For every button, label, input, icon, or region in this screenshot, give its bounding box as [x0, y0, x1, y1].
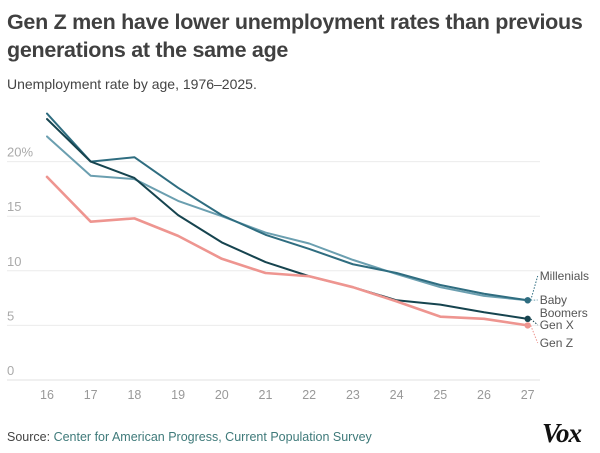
y-tick-label: 20% [7, 145, 33, 160]
y-tick-label: 10 [7, 254, 21, 269]
x-tick-label: 18 [127, 388, 141, 402]
data-point [524, 297, 531, 304]
x-tick-label: 27 [521, 388, 535, 402]
series-label-gen-x: Gen X [540, 318, 574, 332]
label-leader [530, 275, 539, 301]
vox-logo: Vox [542, 418, 582, 448]
data-point [524, 322, 531, 329]
x-tick-label: 17 [84, 388, 98, 402]
gridlines [7, 161, 540, 381]
series-label-millenials: Millenials [540, 269, 589, 283]
x-tick-label: 23 [346, 388, 360, 402]
label-leader [530, 325, 539, 344]
series-lines [45, 112, 531, 329]
series-line-millenials [46, 112, 529, 302]
y-axis-ticks: 0 5 10 15 20% [7, 145, 33, 378]
x-tick-label: 25 [433, 388, 447, 402]
x-tick-label: 21 [259, 388, 273, 402]
x-tick-label: 16 [40, 388, 54, 402]
series-line-gen-x [46, 118, 529, 320]
y-tick-label: 5 [7, 308, 14, 323]
x-axis-ticks: 16 17 18 19 20 21 22 23 24 25 26 27 [40, 388, 535, 402]
source-label: Source: [7, 430, 51, 444]
series-label-baby-boomers: Boomers [540, 306, 588, 320]
source-link[interactable]: Center for American Progress, Current Po… [53, 430, 372, 444]
y-tick-label: 0 [7, 363, 14, 378]
chart-subtitle: Unemployment rate by age, 1976–2025. [7, 76, 257, 92]
series-label-baby-boomers: Baby [540, 293, 567, 307]
series-label-gen-z: Gen Z [540, 336, 573, 350]
line-chart: 0 5 10 15 20% 16 17 18 19 20 21 22 23 24 25 26 27 Mille… [7, 112, 589, 402]
series-line-gen-z [45, 175, 530, 327]
y-tick-label: 15 [7, 199, 21, 214]
x-tick-label: 19 [171, 388, 185, 402]
x-tick-label: 20 [215, 388, 229, 402]
label-leader [530, 318, 539, 326]
x-tick-label: 22 [302, 388, 316, 402]
source-note: Source: Center for American Progress, Cu… [7, 430, 372, 444]
data-point [524, 315, 531, 323]
x-tick-label: 26 [477, 388, 491, 402]
series-line-baby-boomers [46, 135, 529, 302]
chart-title: Gen Z men have lower unemployment rates … [7, 10, 583, 62]
x-tick-label: 24 [390, 388, 404, 402]
